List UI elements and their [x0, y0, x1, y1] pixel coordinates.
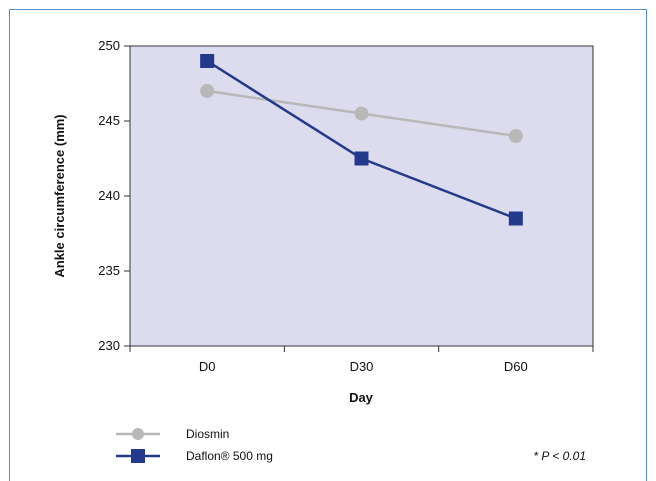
x-tick-label: D60 [504, 359, 528, 374]
legend-marker-diosmin [132, 428, 144, 440]
y-tick-label: 235 [98, 263, 120, 278]
x-tick-label: D30 [350, 359, 374, 374]
chart-frame [9, 9, 647, 481]
y-tick-label: 230 [98, 338, 120, 353]
data-point [508, 211, 523, 226]
plot-area [129, 45, 594, 347]
data-point [200, 84, 215, 98]
data-point [354, 106, 369, 121]
y-axis-title: Ankle circumference (mm) [52, 114, 67, 277]
data-point [354, 151, 369, 166]
y-tick-label: 250 [98, 38, 120, 53]
data-point [200, 54, 215, 68]
legend-label-diosmin: Diosmin [186, 427, 229, 441]
legend: Diosmin Daflon® 500 mg [116, 427, 273, 463]
y-tick-label: 245 [98, 113, 120, 128]
significance-note: * P < 0.01 [533, 449, 586, 463]
y-tick-label: 240 [98, 188, 120, 203]
x-tick-label: D0 [199, 359, 216, 374]
legend-label-daflon: Daflon® 500 mg [186, 449, 273, 463]
x-axis-title: Day [349, 390, 374, 405]
data-point [508, 129, 523, 143]
legend-marker-daflon [131, 449, 145, 463]
